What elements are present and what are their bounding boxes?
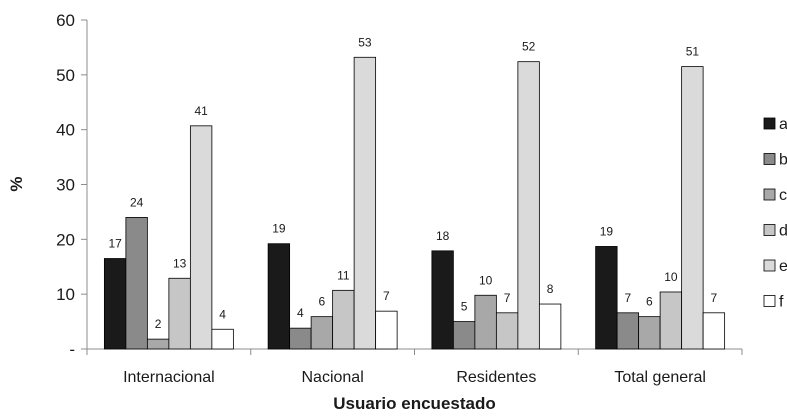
data-label: 4 [219,307,226,321]
bar-f [375,310,398,350]
data-label: 10 [664,270,678,284]
data-label: 7 [625,291,632,305]
data-label: 10 [479,273,493,287]
data-label: 7 [504,291,511,305]
bar-b [616,312,640,350]
y-tick-label: 50 [56,66,75,85]
bar-b [289,327,312,350]
bar-c [638,316,661,350]
bar-a [267,243,291,350]
bar-b [452,321,476,350]
data-label: 6 [646,295,653,309]
data-label: 4 [297,306,304,320]
category-label: Residentes [456,369,536,386]
data-label: 8 [547,282,554,296]
bar-a [595,246,618,350]
y-axis: - 10 20 30 40 50 60 [56,11,88,359]
legend-label: a [779,116,787,133]
y-axis-title: % [7,176,26,191]
y-tick-label: 40 [56,121,75,140]
category-label: Total general [614,369,706,386]
legend-label: e [779,258,787,275]
data-label: 11 [337,268,350,282]
data-label: 17 [108,237,122,251]
bar-f [211,328,234,350]
bar-f [702,312,726,350]
x-axis-title: Usuario encuestado [333,394,496,413]
data-label: 6 [319,295,326,309]
data-label: 13 [173,256,187,270]
bar-d [332,289,355,350]
data-label: 2 [155,317,162,331]
bar-d [659,291,683,350]
bar-a [103,258,127,350]
legend-swatch-c [763,188,776,201]
bar-c [146,338,170,350]
data-label: 41 [194,104,208,118]
y-tick-label: 60 [56,11,75,30]
data-label: 24 [130,195,144,209]
data-label: 53 [358,35,372,49]
legend-swatch-e [763,259,776,272]
bar-d [168,277,191,350]
data-label: 18 [436,229,450,243]
data-label: 19 [600,224,614,238]
data-label: 51 [686,45,700,59]
bar-f [538,303,562,350]
bar-c [310,316,334,350]
y-tick-label: - [69,340,75,359]
bar-b [125,216,148,350]
legend: a b c d e f [763,116,787,311]
data-label: 52 [522,40,536,54]
legend-label: c [779,187,787,204]
legend-swatch-d [763,224,776,236]
y-tick-label: 10 [56,285,75,304]
y-tick-label: 30 [56,176,75,195]
bar-e [353,56,377,350]
y-tick-label: 20 [56,230,75,249]
category-label: Nacional [301,369,363,386]
bar-d [495,312,519,350]
data-label: 7 [383,289,390,303]
bar-a [431,250,454,350]
bar-e [189,125,213,350]
bar-e [517,61,540,350]
data-label: 19 [272,222,286,236]
data-label: 7 [711,291,718,305]
bars [103,56,726,350]
x-axis: Internacional Nacional Residentes Total gen… [86,348,743,386]
category-label: Internacional [123,369,215,386]
legend-swatch-f [763,295,776,307]
legend-label: d [779,223,787,240]
legend-swatch-a [763,117,776,130]
bar-e [681,66,704,350]
legend-label: b [779,152,787,169]
legend-label: f [779,294,784,311]
data-label: 5 [461,300,468,314]
bar-c [474,294,497,350]
legend-swatch-b [763,153,776,165]
